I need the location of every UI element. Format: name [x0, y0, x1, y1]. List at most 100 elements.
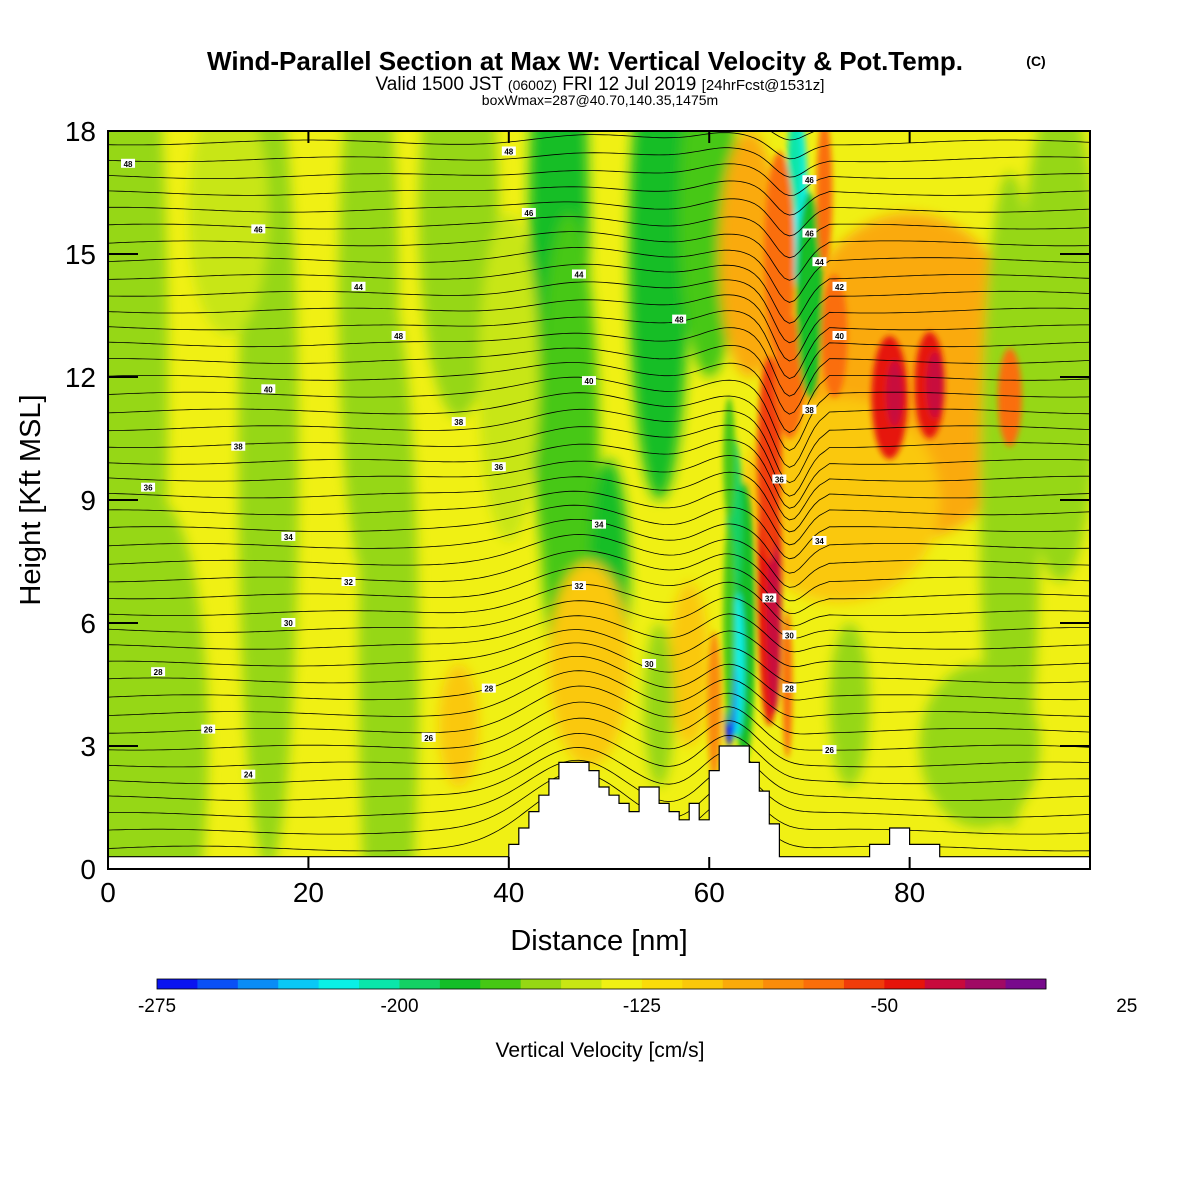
velocity-region [548, 561, 630, 767]
velocity-region [1019, 131, 1090, 582]
colorbar: -275-200-125-5025100175250 [138, 978, 1137, 1017]
contour-label-bg [782, 630, 797, 640]
isentrope-line [108, 455, 1090, 521]
isentrope-line [108, 163, 1090, 197]
colorbar-swatch [965, 979, 1007, 989]
isentrope-line [108, 279, 1090, 344]
isentrope-line [108, 231, 1090, 281]
y-tick-label: 6 [80, 608, 96, 639]
contour-label: 36 [144, 484, 153, 493]
contour-label-bg [141, 482, 156, 492]
contour-label-bg [231, 441, 246, 451]
contour-label: 48 [675, 316, 684, 325]
isentrope-line [108, 310, 1090, 380]
contour-label: 26 [204, 726, 213, 735]
contour-label: 30 [645, 660, 654, 669]
y-axis-label: Height [Kft MSL] [15, 394, 47, 605]
contour-label-bg [281, 618, 296, 627]
isentrope-line [108, 180, 1090, 216]
contour-label: 36 [494, 463, 503, 472]
colorbar-swatch [843, 979, 885, 989]
velocity-core [707, 631, 722, 779]
y-tick-label: 15 [65, 239, 96, 270]
velocity-core [886, 360, 903, 427]
isentrope-line [108, 327, 1090, 397]
x-tick-label: 40 [493, 877, 524, 908]
isentrope-line [108, 534, 1090, 588]
colorbar-tick-label: -125 [623, 996, 661, 1017]
contour-label: 26 [424, 734, 433, 743]
contour-label-bg [802, 228, 817, 238]
subtitle-date: FRI 12 Jul 2019 [562, 74, 696, 95]
contour-label-bg [121, 158, 136, 168]
colorbar-swatch [197, 979, 239, 989]
title-copyright-mark: (C) [1026, 53, 1045, 69]
contour-label-bg [251, 224, 266, 234]
velocity-region [238, 131, 299, 869]
velocity-region [438, 664, 479, 787]
contour-label: 38 [454, 418, 463, 427]
colorbar-swatch [278, 979, 320, 989]
isentrope-line [108, 424, 1090, 497]
colorbar-swatch [763, 979, 805, 989]
isentrope-line [108, 701, 1090, 751]
isentrope-line [108, 717, 1090, 768]
colorbar-swatch [520, 979, 562, 989]
contour-label-bg [451, 417, 466, 427]
x-axis-label: Distance [nm] [510, 925, 687, 957]
isentrope-line [108, 656, 1090, 701]
chart-subtitle-box: boxWmax=287@40.70,140.35,1475m [482, 92, 718, 108]
isentrope-line [108, 685, 1090, 735]
isentrope-line [108, 246, 1090, 303]
contour-label-bg [501, 146, 516, 156]
colorbar-tick-label: -50 [871, 996, 898, 1017]
colorbar-swatch [480, 979, 522, 989]
contour-label-bg [592, 519, 606, 529]
contour-label: 30 [284, 619, 293, 628]
contour-label: 34 [284, 533, 293, 542]
contour-label: 34 [815, 537, 824, 546]
contour-label: 48 [394, 332, 403, 341]
contour-label-bg [832, 331, 847, 340]
contour-label: 46 [805, 230, 814, 239]
contour-label-bg [341, 577, 356, 586]
chart-subtitle: Valid 1500 JST (0600Z) FRI 12 Jul 2019 [… [376, 74, 825, 95]
velocity-core [997, 348, 1022, 447]
contour-label-bg [822, 745, 837, 755]
y-tick-label: 18 [65, 116, 96, 147]
contour-label: 28 [785, 685, 794, 694]
isentrope-line [108, 471, 1090, 533]
velocity-region [188, 131, 269, 336]
isentrope-line [108, 392, 1090, 468]
isentrope-line [108, 759, 1090, 818]
colorbar-swatch [641, 979, 683, 989]
contour-label-bg [491, 462, 506, 472]
colorbar-swatch [561, 979, 602, 989]
contour-label-bg [421, 732, 436, 742]
x-tick-label: 20 [293, 877, 324, 908]
colorbar-swatch [359, 979, 400, 989]
contour-label: 46 [805, 176, 814, 185]
colorbar-swatch [722, 979, 764, 989]
velocity-core [926, 352, 943, 419]
colorbar-swatch [439, 979, 481, 989]
velocity-region [629, 131, 690, 500]
x-tick-label: 0 [100, 877, 116, 908]
contour-label-bg [812, 257, 827, 267]
contour-label-bg [521, 208, 536, 217]
contour-label: 38 [805, 406, 814, 415]
isentrope-line [108, 613, 1090, 653]
isentrope-line [108, 362, 1090, 433]
isentrope-line [108, 198, 1090, 237]
contour-label-bg [802, 404, 817, 414]
contour-label-bg [581, 376, 596, 386]
contour-label-bg [261, 384, 276, 394]
velocity-region [829, 623, 870, 787]
velocity-core [723, 520, 736, 726]
contour-label: 40 [585, 377, 594, 386]
velocity-region [644, 623, 675, 787]
x-tick-label: 60 [694, 877, 725, 908]
velocity-core [723, 397, 736, 521]
colorbar-swatch [884, 979, 926, 989]
